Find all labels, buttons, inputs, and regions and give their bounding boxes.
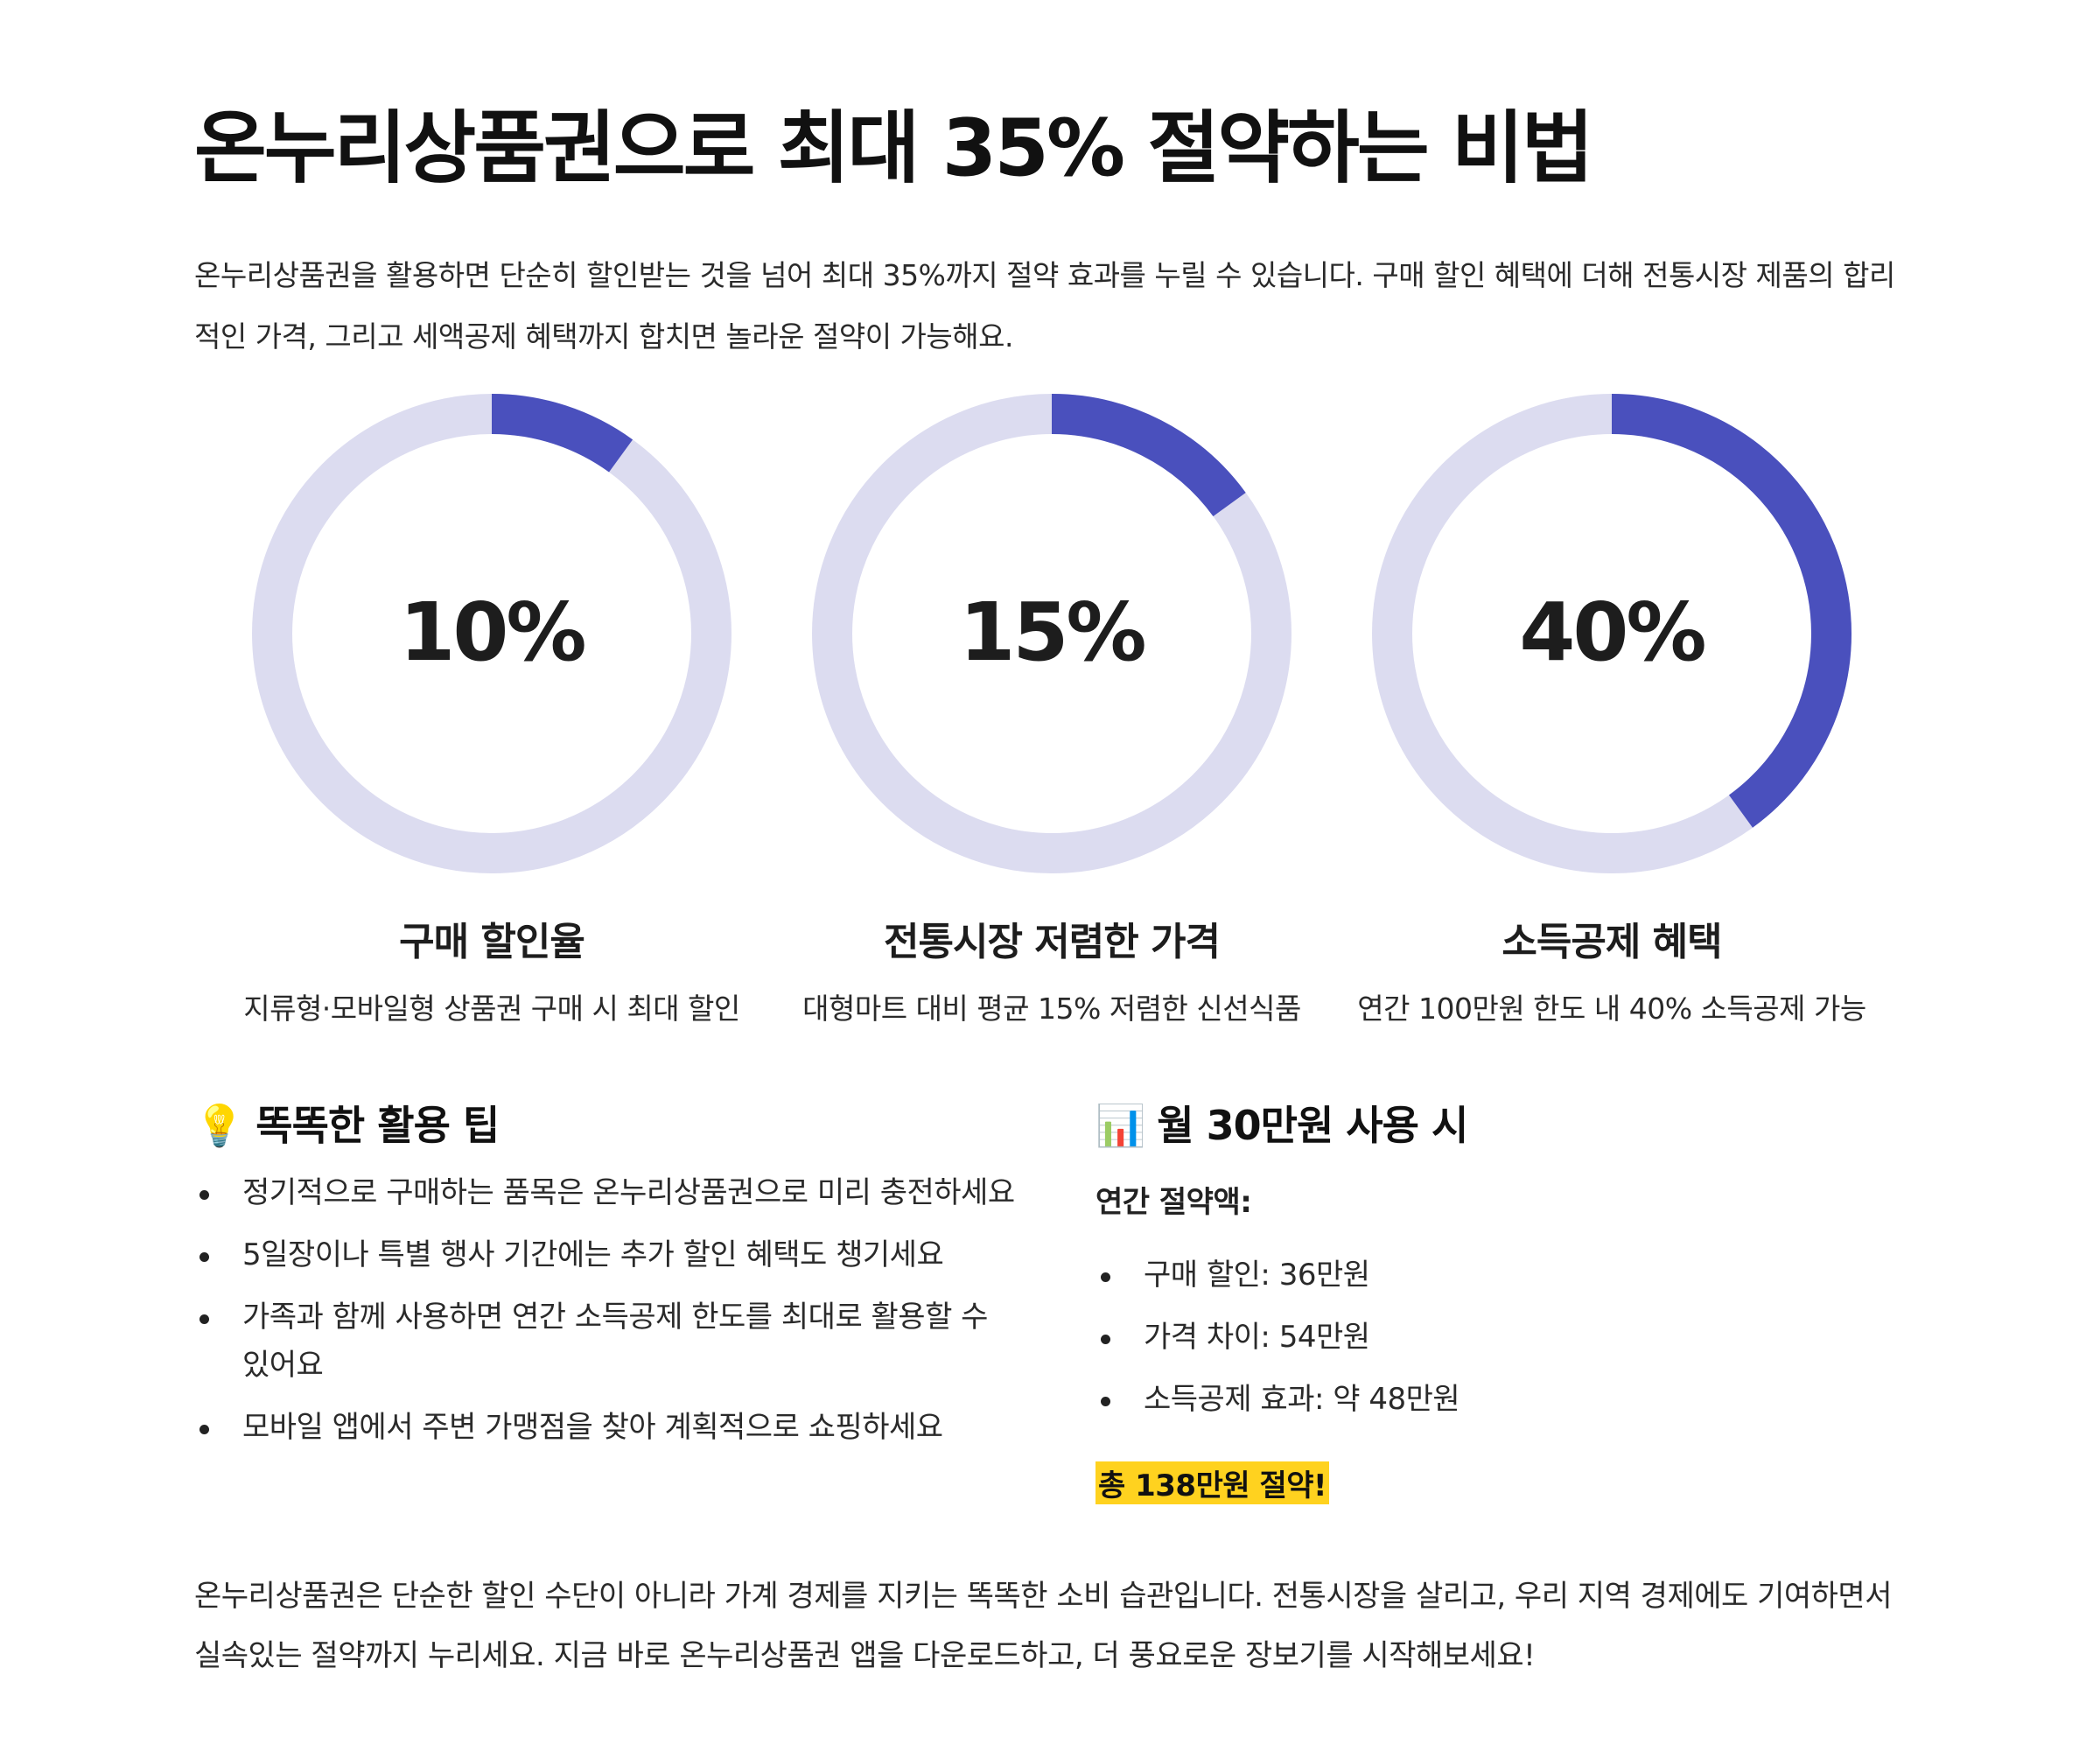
stat-value: 10%: [399, 585, 586, 679]
list-item: 정기적으로 구매하는 품목은 온누리상품권으로 미리 충전하세요: [194, 1169, 1017, 1217]
stat-purchase-discount: 10% 구매 할인율 지류형·모바일형 상품권 구매 시 최대 할인: [194, 392, 789, 1026]
stat-label: 구매 할인율: [399, 920, 585, 964]
list-item: 5일장이나 특별 행사 기간에는 추가 할인 혜택도 챙기세요: [194, 1231, 1017, 1279]
tips-heading: 💡 똑똑한 활용 팁: [194, 1094, 500, 1152]
total-savings-highlight: 총 138만원 절약!: [1096, 1461, 1330, 1504]
tips-title: 똑똑한 활용 팁: [256, 1102, 500, 1149]
progress-ring: [252, 394, 732, 873]
ring-value-arc: [1372, 394, 1852, 873]
monthly-heading: 📊 월 30만원 사용 시: [1096, 1094, 1468, 1152]
stat-market-price: 15% 전통시장 저렴한 가격 대형마트 대비 평균 15% 저렴한 신선식품: [754, 392, 1349, 1026]
stat-income-deduction: 40% 소득공제 혜택 연간 100만원 한도 내 40% 소득공제 가능: [1314, 392, 1909, 1026]
stat-label: 소득공제 혜택: [1502, 920, 1722, 964]
ring-value-arc: [812, 394, 1292, 873]
intro-paragraph: 온누리상품권을 활용하면 단순히 할인받는 것을 넘어 최대 35%까지 절약 …: [194, 258, 1895, 354]
list-item: 가족과 함께 사용하면 연간 소득공제 한도를 최대로 활용할 수 있어요: [194, 1293, 1017, 1390]
list-item: 모바일 앱에서 주변 가맹점을 찾아 계획적으로 쇼핑하세요: [194, 1404, 1017, 1452]
savings-list: 구매 할인: 36만원 가격 차이: 54만원 소득공제 효과: 약 48만원: [1096, 1251, 1883, 1424]
bar-chart-icon: 📊: [1096, 1102, 1145, 1149]
stat-label: 전통시장 저렴한 가격: [884, 920, 1221, 964]
outro-paragraph: 온누리상품권은 단순한 할인 수단이 아니라 가계 경제를 지키는 똑똑한 소비…: [194, 1579, 1893, 1673]
tips-list: 정기적으로 구매하는 품목은 온누리상품권으로 미리 충전하세요 5일장이나 특…: [194, 1169, 1017, 1452]
progress-ring: [1372, 394, 1852, 873]
list-item: 가격 차이: 54만원: [1096, 1314, 1883, 1362]
stat-description: 연간 100만원 한도 내 40% 소득공제 가능: [1357, 992, 1866, 1026]
lightbulb-icon: 💡: [194, 1102, 244, 1149]
ring-value-arc: [252, 394, 732, 873]
list-item: 소득공제 효과: 약 48만원: [1096, 1376, 1883, 1424]
stat-description: 지류형·모바일형 상품권 구매 시 최대 할인: [243, 992, 740, 1026]
stat-description: 대형마트 대비 평균 15% 저렴한 신선식품: [802, 992, 1301, 1026]
stat-value: 40%: [1519, 585, 1706, 679]
monthly-title: 월 30만원 사용 시: [1157, 1102, 1468, 1149]
stat-value: 15%: [959, 585, 1146, 679]
list-item: 구매 할인: 36만원: [1096, 1251, 1883, 1300]
page-title: 온누리상품권으로 최대 35% 절약하는 비법: [194, 102, 1594, 194]
annual-savings-label: 연간 절약액:: [1096, 1185, 1252, 1220]
progress-ring: [812, 394, 1292, 873]
